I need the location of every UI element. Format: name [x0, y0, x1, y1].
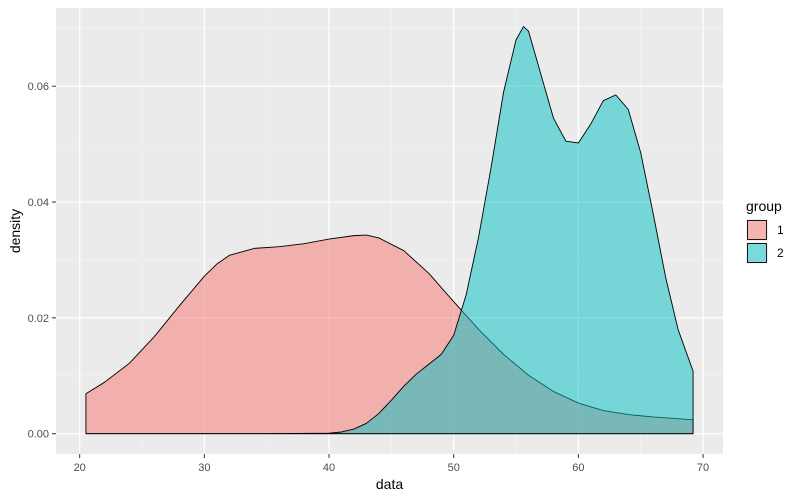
- x-tick-label: 30: [198, 462, 210, 474]
- y-axis-title: density: [7, 209, 23, 253]
- density-area-group-2: [85, 26, 694, 435]
- y-tick-label: 0.06: [28, 81, 49, 93]
- x-tick-label: 60: [572, 462, 584, 474]
- legend-title: group: [746, 198, 782, 214]
- x-tick-label: 20: [74, 462, 86, 474]
- x-axis: 20 30 40 50 60 70: [74, 454, 709, 474]
- x-axis-title: data: [376, 476, 403, 492]
- y-axis: 0.00 0.02 0.04 0.06: [28, 81, 56, 441]
- y-tick-label: 0.02: [28, 313, 49, 325]
- x-tick-label: 40: [323, 462, 335, 474]
- y-tick-label: 0.00: [28, 429, 49, 441]
- legend-swatch-group-2: [747, 243, 767, 263]
- y-tick-label: 0.04: [28, 197, 49, 209]
- legend-label-group-1: 1: [777, 223, 784, 237]
- density-areas: [85, 26, 694, 435]
- legend: group 1 2: [746, 198, 784, 264]
- legend-swatch-group-1: [747, 220, 767, 240]
- x-tick-label: 50: [448, 462, 460, 474]
- x-tick-label: 70: [697, 462, 709, 474]
- legend-label-group-2: 2: [777, 246, 784, 260]
